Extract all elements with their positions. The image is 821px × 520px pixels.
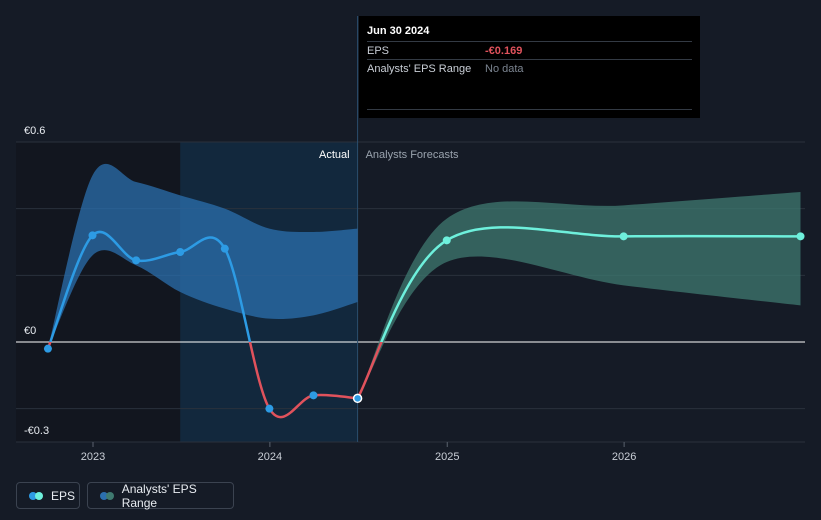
eps-range-band-actual <box>47 163 358 349</box>
hover-tooltip: Jun 30 2024 EPS -€0.169 Analysts' EPS Ra… <box>359 16 700 118</box>
eps-actual-point <box>132 256 141 265</box>
x-tick-label: 2025 <box>435 451 459 463</box>
legend-range-button[interactable]: Analysts' EPS Range <box>87 481 234 510</box>
tooltip-date: Jun 30 2024 <box>367 25 430 37</box>
forecast-section-label: Analysts Forecasts <box>366 149 459 161</box>
tooltip-eps-value: -€0.169 <box>485 45 523 57</box>
eps-highlight-point <box>352 393 363 404</box>
eps-forecast-point <box>796 232 805 241</box>
eps-actual-line-negative <box>46 342 358 419</box>
tooltip-divider <box>367 109 692 110</box>
y-tick-label: -€0.3 <box>24 425 49 437</box>
eps-actual-point <box>220 244 229 253</box>
x-tick-label: 2026 <box>612 451 636 463</box>
y-tick-label: €0.6 <box>24 125 45 137</box>
eps-actual-point <box>309 391 318 400</box>
tooltip-range-value: No data <box>485 63 524 75</box>
eps-forecast-point <box>442 236 451 245</box>
tooltip-eps-row: EPS -€0.169 <box>367 41 692 60</box>
range-legend-icon <box>100 491 114 500</box>
eps-actual-point <box>176 248 185 257</box>
eps-forecast-point <box>619 232 628 241</box>
eps-forecast-line-positive <box>380 226 801 342</box>
eps-actual-point <box>265 404 274 413</box>
x-tick-label: 2024 <box>258 451 282 463</box>
legend-eps-button[interactable]: EPS <box>16 482 80 509</box>
actual-section-label: Actual <box>319 149 350 161</box>
legend-eps-label: EPS <box>51 488 76 503</box>
eps-legend-icon <box>29 491 43 500</box>
eps-actual-point <box>43 344 52 353</box>
x-tick-label: 2023 <box>81 451 105 463</box>
y-tick-label: €0 <box>24 325 36 337</box>
tooltip-range-row: Analysts' EPS Range No data <box>367 59 692 78</box>
eps-range-band-forecast <box>357 192 801 399</box>
tooltip-range-label: Analysts' EPS Range <box>367 63 472 75</box>
eps-actual-point <box>88 231 97 240</box>
legend-range-label: Analysts' EPS Range <box>121 481 197 510</box>
tooltip-eps-label: EPS <box>367 45 390 57</box>
